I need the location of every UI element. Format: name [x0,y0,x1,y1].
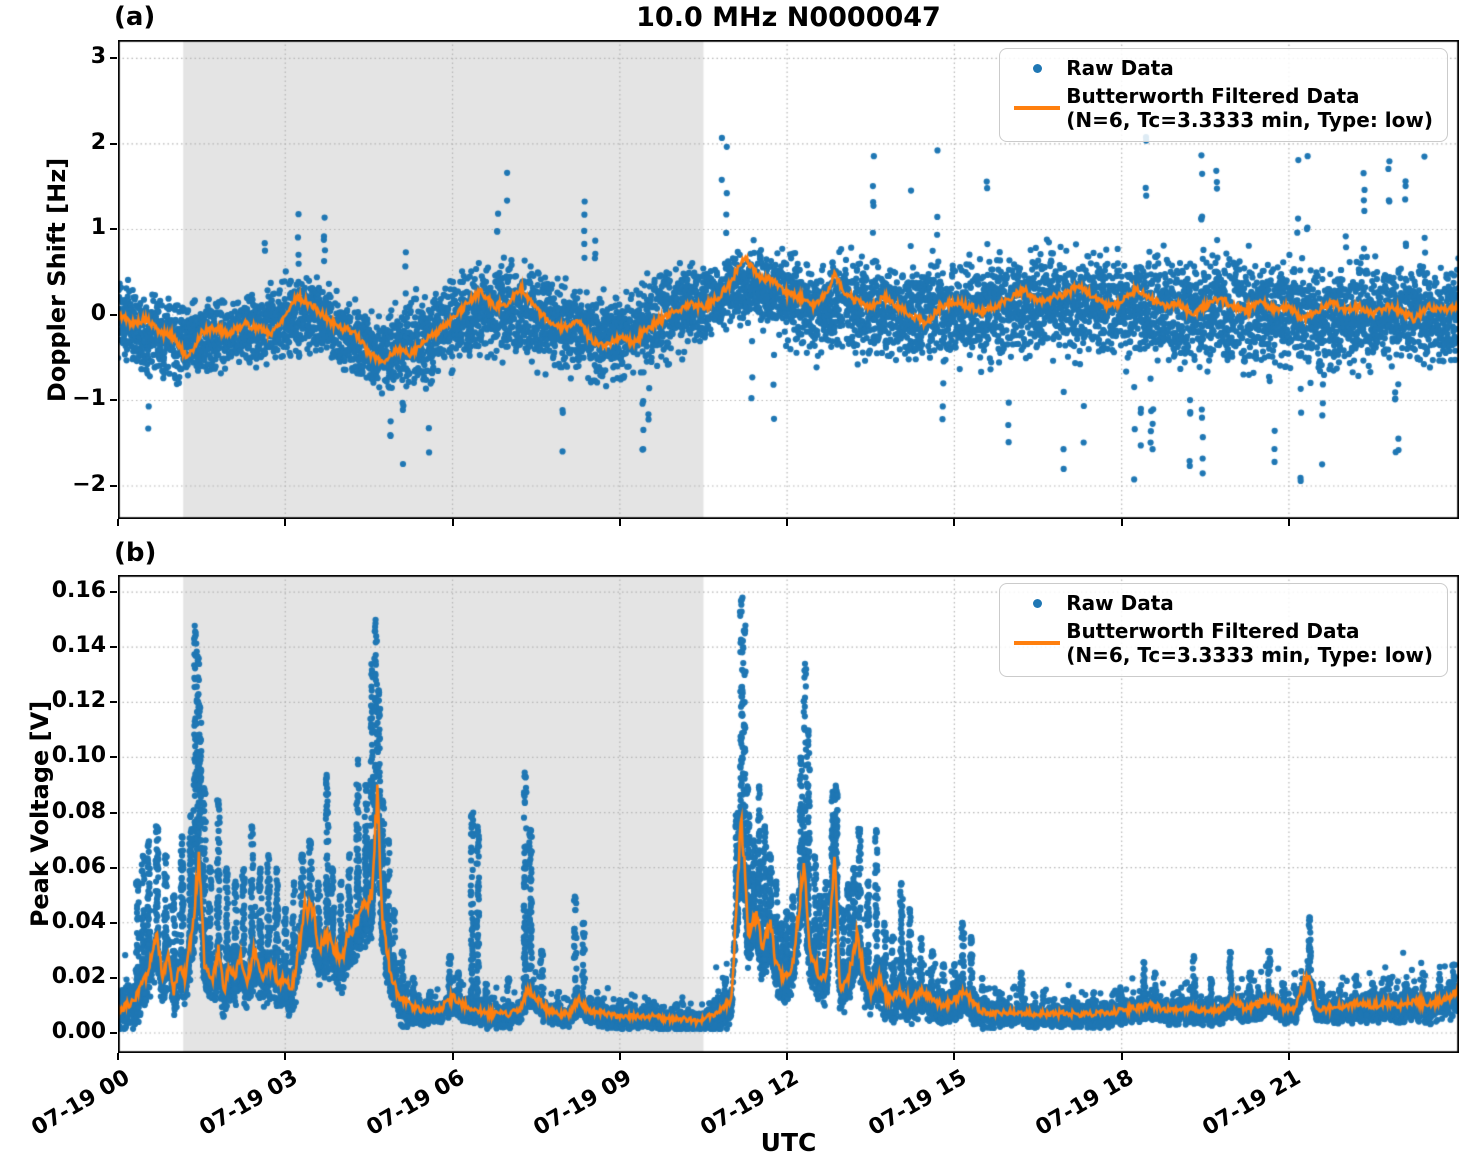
y-tick-mark [110,484,117,487]
panel-a-plot-area: Raw Data Butterworth Filtered Data (N=6,… [118,40,1459,519]
figure-title: 10.0 MHz N0000047 [636,2,941,33]
y-tick-mark [110,142,117,145]
x-tick-mark [117,519,119,526]
panel-a-legend: Raw Data Butterworth Filtered Data (N=6,… [999,48,1448,142]
y-tick-mark [110,701,117,704]
legend-item-filtered-data: Butterworth Filtered Data (N=6, Tc=3.333… [1008,619,1433,667]
y-tick-label: 0.16 [51,578,106,604]
y-tick-mark [110,811,117,814]
y-tick-label: 0.04 [51,908,106,934]
x-tick-mark [117,1053,119,1060]
y-tick-label: 0.14 [51,633,106,659]
y-tick-label: 0.06 [51,853,106,879]
raw-data-marker-icon [1008,63,1066,73]
filtered-line-marker-icon [1008,641,1066,645]
y-tick-label: 1 [90,215,106,241]
x-tick-mark [284,519,287,526]
legend-filtered-sublabel: (N=6, Tc=3.3333 min, Type: low) [1066,643,1433,667]
x-tick-mark [953,519,956,526]
y-tick-mark [110,1031,117,1034]
y-tick-label: 0.10 [51,743,106,769]
x-tick-mark [953,1053,956,1060]
y-tick-mark [110,921,117,924]
y-tick-label: 0.00 [51,1018,106,1044]
filtered-line-marker-icon [1008,106,1066,110]
x-tick-mark [618,519,621,526]
y-tick-label: 0 [90,300,106,326]
x-tick-mark [618,1053,621,1060]
y-tick-mark [110,976,117,979]
panel-b-label: (b) [114,538,157,568]
x-tick-mark [1287,1053,1290,1060]
x-tick-mark [284,1053,287,1060]
y-tick-mark [110,228,117,231]
x-tick-mark [1287,519,1290,526]
y-tick-label: 2 [90,129,106,155]
x-tick-mark [451,1053,454,1060]
raw-data-marker-icon [1008,598,1066,608]
y-tick-mark [110,399,117,402]
x-axis-label: UTC [760,1128,817,1157]
y-tick-mark [110,646,117,649]
x-tick-mark [786,1053,789,1060]
legend-item-raw-data: Raw Data [1008,56,1433,80]
y-tick-mark [110,57,117,60]
legend-filtered-label: Butterworth Filtered Data [1066,619,1360,643]
y-tick-label: −1 [72,386,106,412]
panel-a-label: (a) [114,2,156,32]
legend-item-filtered-data: Butterworth Filtered Data (N=6, Tc=3.333… [1008,84,1433,132]
x-tick-mark [786,519,789,526]
x-tick-mark [1120,519,1123,526]
panel-b-plot-area: Raw Data Butterworth Filtered Data (N=6,… [118,575,1459,1053]
legend-item-raw-data: Raw Data [1008,591,1433,615]
x-tick-mark [1120,1053,1123,1060]
y-tick-mark [110,591,117,594]
y-tick-mark [110,756,117,759]
y-tick-label: −2 [72,471,106,497]
x-tick-mark [451,519,454,526]
legend-filtered-label: Butterworth Filtered Data [1066,84,1360,108]
panel-b-legend: Raw Data Butterworth Filtered Data (N=6,… [999,583,1448,677]
y-tick-label: 0.02 [51,963,106,989]
legend-raw-label: Raw Data [1066,591,1174,615]
legend-filtered-sublabel: (N=6, Tc=3.3333 min, Type: low) [1066,108,1433,132]
y-tick-label: 3 [90,44,106,70]
y-tick-mark [110,313,117,316]
legend-raw-label: Raw Data [1066,56,1174,80]
y-tick-mark [110,866,117,869]
panel-a-y-axis-label: Doppler Shift [Hz] [43,157,71,403]
y-tick-label: 0.08 [51,798,106,824]
y-tick-label: 0.12 [51,688,106,714]
